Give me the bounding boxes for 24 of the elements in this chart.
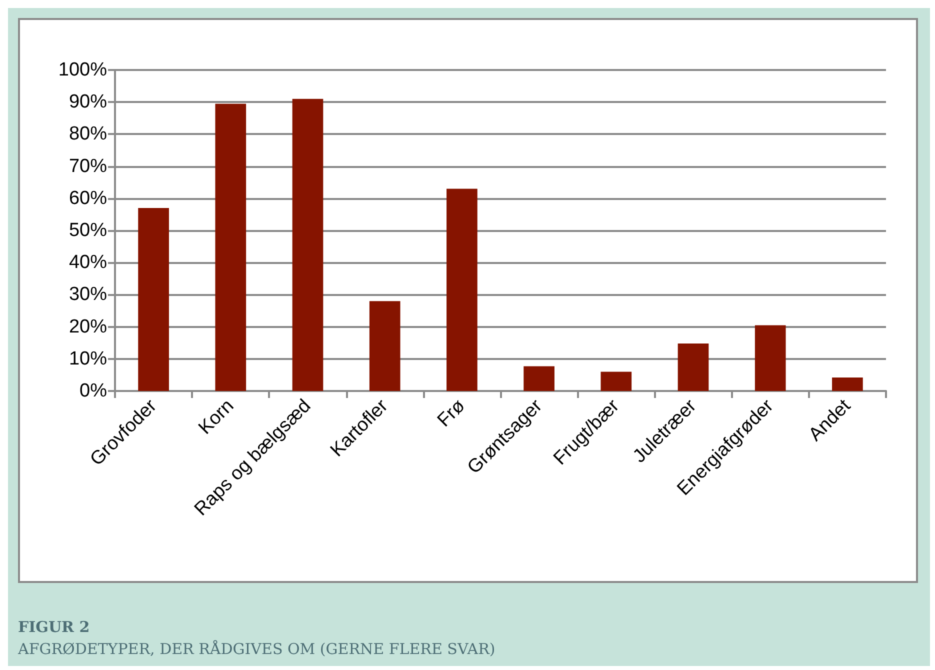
y-tick-label: 40% (68, 252, 108, 274)
text: AFGRØDETYPER, DER RÅDGIVES OM (GERNE FLERE SVAR) (18, 640, 496, 658)
bar (446, 188, 478, 391)
bar (369, 301, 400, 391)
y-tick-label: 30% (68, 284, 108, 306)
y-tick-label: 10% (68, 348, 108, 370)
bar (832, 378, 863, 391)
bar (215, 104, 246, 391)
bar (524, 366, 554, 391)
y-tick-label: 80% (68, 124, 108, 145)
y-tick-label: 100% (58, 60, 108, 80)
bar (754, 325, 786, 391)
y-tick-label: 70% (68, 156, 108, 177)
text: FIGUR 2 (18, 618, 90, 636)
bar (138, 208, 169, 391)
bar (292, 98, 324, 391)
x-tick-label: Frø (434, 395, 470, 432)
bar (678, 343, 709, 391)
y-tick-label: 60% (68, 188, 108, 209)
y-tick-label: 50% (68, 220, 108, 241)
y-tick-label: 0% (80, 380, 108, 402)
bar (600, 372, 632, 391)
y-tick-label: 90% (68, 92, 108, 113)
y-tick-label: 20% (68, 316, 108, 338)
